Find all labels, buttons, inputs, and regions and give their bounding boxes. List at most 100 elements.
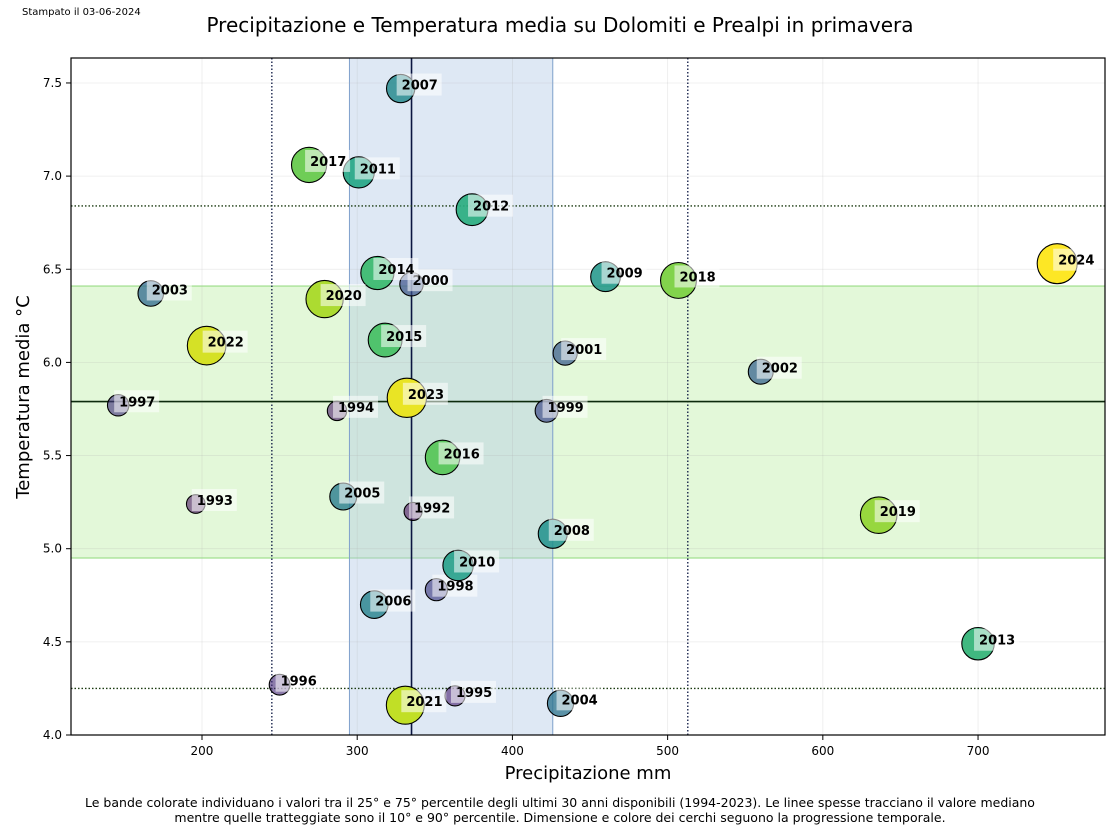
reference-lines: [71, 58, 1105, 735]
point-label: 1995: [456, 686, 492, 701]
point-label-box: [468, 194, 514, 217]
data-point-2007: 2007: [385, 73, 442, 104]
data-point-1997: 1997: [106, 390, 160, 417]
point-label: 2011: [360, 162, 396, 177]
point-label: 2018: [679, 270, 715, 285]
data-point-2001: 2001: [552, 338, 607, 366]
point-label: 2005: [344, 487, 380, 502]
point-label-box: [191, 488, 237, 511]
point-label-box: [373, 257, 419, 280]
point-label: 2014: [378, 263, 414, 278]
data-point-2002: 2002: [747, 356, 802, 385]
point-label: 1998: [437, 580, 473, 595]
point-label: 2016: [444, 447, 480, 462]
point-label: 2009: [607, 267, 643, 282]
y-axis-label: Temperatura media °C: [13, 295, 34, 499]
data-point-2023: 2023: [386, 377, 448, 419]
point-label: 1997: [119, 395, 155, 410]
data-point-1996: 1996: [268, 669, 321, 696]
data-point-1994: 1994: [326, 395, 379, 422]
point-label: 2008: [554, 524, 590, 539]
point-label-box: [601, 261, 647, 284]
caption-line-1: Le bande colorate individuano i valori t…: [85, 795, 1035, 810]
data-point-2017: 2017: [290, 146, 351, 184]
y-tick-label: 4.0: [43, 728, 62, 742]
y-tick-label: 6.0: [43, 355, 62, 369]
x-tick-label: 400: [501, 744, 524, 758]
data-point-2004: 2004: [546, 688, 602, 718]
data-points: 1992 1993 1994 1995 1996 1997 1998 1999 2000 2001…: [106, 73, 1099, 725]
data-point-1993: 1993: [185, 488, 237, 514]
data-point-2024: 2024: [1036, 243, 1099, 285]
point-label-box: [556, 688, 602, 711]
point-label: 2006: [375, 595, 411, 610]
y-tick-label: 6.5: [43, 262, 62, 276]
point-label-box: [339, 481, 385, 504]
point-label-box: [674, 265, 720, 288]
data-point-2006: 2006: [359, 589, 416, 619]
x-tick-label: 300: [346, 744, 369, 758]
point-label-box: [305, 149, 351, 172]
point-label: 2019: [880, 505, 916, 520]
point-label-box: [561, 338, 607, 361]
data-point-1998: 1998: [424, 574, 478, 602]
point-label: 2024: [1058, 254, 1094, 269]
point-label: 2010: [459, 555, 495, 570]
data-point-2018: 2018: [659, 261, 720, 299]
point-label-box: [432, 574, 478, 597]
x-tick-label: 600: [811, 744, 834, 758]
data-point-2014: 2014: [360, 255, 419, 291]
point-label: 2015: [386, 330, 422, 345]
point-label-box: [438, 442, 484, 465]
temperature-iqr-band: [70, 285, 1106, 559]
data-point-2019: 2019: [859, 496, 920, 535]
point-label: 2020: [326, 289, 362, 304]
point-label-box: [1053, 248, 1099, 271]
x-tick-label: 200: [191, 744, 214, 758]
chart-title: Precipitazione e Temperatura media su Do…: [206, 13, 914, 37]
point-label: 2023: [408, 388, 444, 403]
data-point-1992: 1992: [403, 496, 455, 521]
data-point-2009: 2009: [590, 261, 647, 293]
y-tick-label: 7.0: [43, 169, 62, 183]
point-label-box: [275, 669, 321, 692]
point-label: 1996: [281, 675, 317, 690]
point-label-box: [354, 157, 400, 180]
point-label: 1999: [548, 401, 584, 416]
point-label-box: [407, 269, 453, 292]
point-label-box: [409, 496, 455, 519]
point-label-box: [402, 382, 448, 405]
point-label: 2000: [413, 274, 449, 289]
point-label-box: [114, 390, 160, 413]
x-axis-label: Precipitazione mm: [505, 763, 672, 784]
data-point-2011: 2011: [342, 156, 400, 189]
data-point-2008: 2008: [537, 518, 594, 549]
point-label-box: [146, 278, 192, 301]
point-label: 2007: [402, 79, 438, 94]
data-point-2010: 2010: [442, 549, 500, 582]
point-label: 1992: [414, 501, 450, 516]
data-point-2013: 2013: [961, 626, 1020, 661]
data-point-1995: 1995: [444, 680, 496, 707]
point-label-box: [320, 284, 366, 307]
y-tick-label: 7.5: [43, 76, 62, 90]
caption: Le bande colorate individuano i valori t…: [0, 795, 1120, 825]
point-label-box: [974, 628, 1020, 651]
point-label: 2001: [566, 343, 602, 358]
point-label: 2002: [762, 362, 798, 377]
point-label-box: [548, 518, 594, 541]
point-label-box: [333, 395, 379, 418]
x-tick-label: 700: [967, 744, 990, 758]
point-label: 2012: [473, 200, 509, 215]
point-label-box: [370, 589, 416, 612]
data-point-2020: 2020: [305, 279, 366, 319]
axes: 200 300 400 500 600 700 4.0 4.5 5.0 5.5 6.0 6.5 7.0 7…: [43, 57, 1106, 758]
data-point-2015: 2015: [367, 322, 427, 358]
data-point-2005: 2005: [329, 481, 385, 511]
y-tick-label: 5.5: [43, 449, 62, 463]
data-point-2021: 2021: [385, 685, 447, 725]
point-label: 2003: [152, 283, 188, 298]
point-label-box: [396, 73, 442, 96]
printed-date: Stampato il 03-06-2024: [22, 7, 141, 18]
